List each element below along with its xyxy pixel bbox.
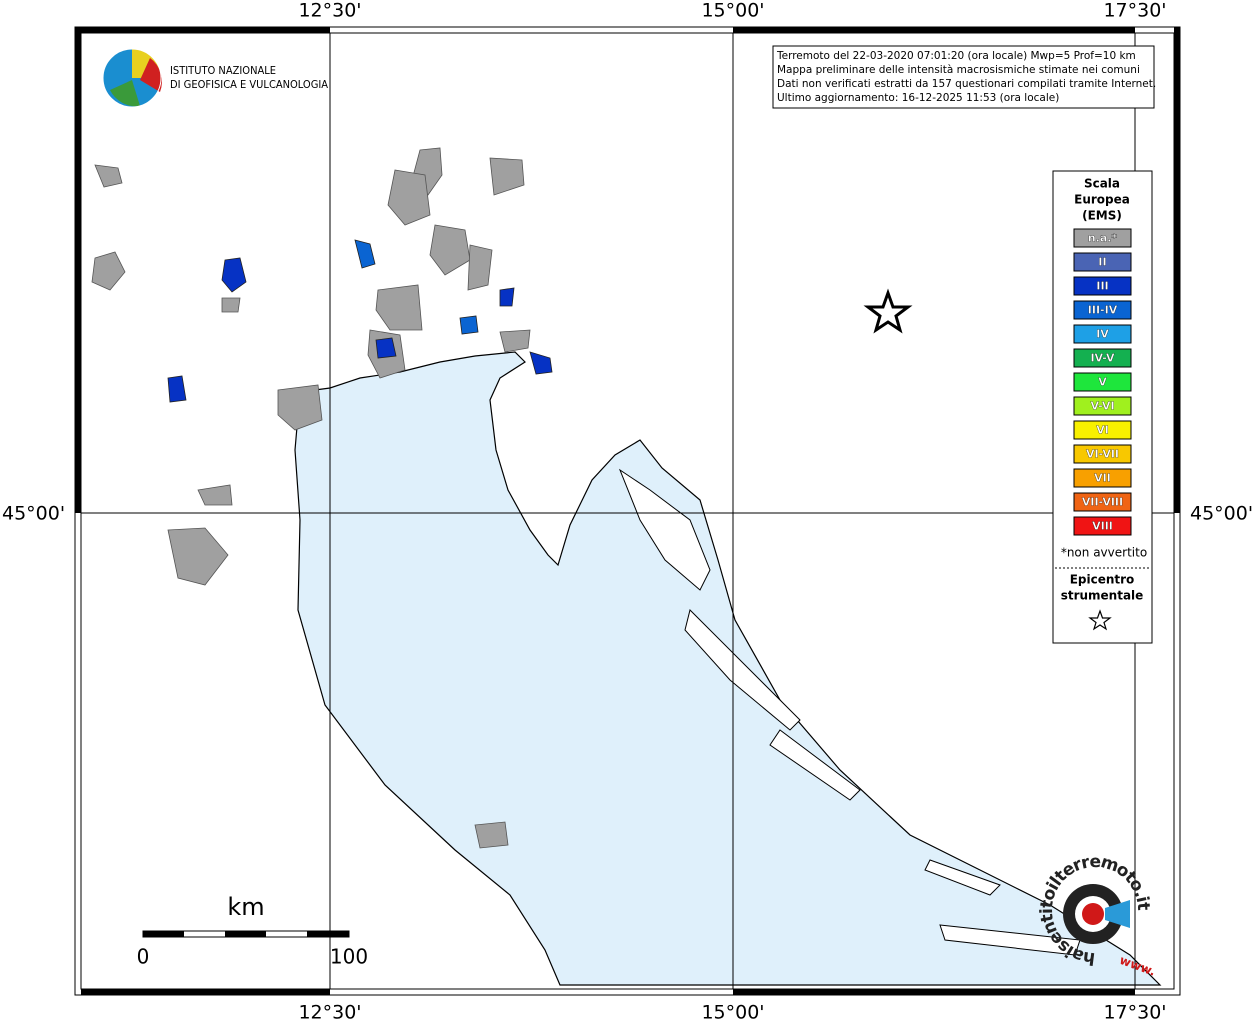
legend-title: (EMS) [1082, 209, 1122, 223]
legend-swatch [1073, 372, 1132, 392]
municipalities-iii [167, 257, 553, 403]
logo-text: ISTITUTO NAZIONALE [170, 64, 276, 77]
legend-note: *non avvertito [1061, 546, 1147, 560]
legend-epicenter: Epicentro [1070, 573, 1135, 587]
lon-label: 15°00' [701, 1002, 764, 1024]
frame-bars [75, 27, 1180, 995]
lon-label: 17°30' [1103, 0, 1166, 22]
legend-swatch [1073, 300, 1132, 320]
municipalities-iii-iv [354, 239, 479, 335]
legend-label: III-IV [1088, 304, 1118, 317]
scale-label: 0 [137, 945, 150, 969]
legend-swatch [1073, 228, 1132, 248]
legend-label: V-VI [1090, 400, 1114, 413]
legend-swatch [1073, 444, 1132, 464]
lon-label: 15°00' [701, 0, 764, 22]
info-line: Dati non verificati estratti da 157 ques… [777, 78, 1156, 90]
legend-label: VII [1094, 472, 1111, 485]
lon-label: 17°30' [1103, 1002, 1166, 1024]
legend-label: VII-VIII [1082, 496, 1123, 509]
graticule [81, 33, 1174, 989]
legend-label: VIII [1092, 520, 1113, 533]
watermark: haisentitoilterremoto.it www. [1037, 852, 1157, 979]
legend-title: Europea [1074, 193, 1130, 207]
lat-label: 45°00' [1190, 503, 1253, 525]
legend-swatch [1073, 276, 1132, 296]
legend-label: V [1098, 376, 1107, 389]
legend-swatch [1073, 348, 1132, 368]
logo: ISTITUTO NAZIONALE DI GEOFISICA E VULCAN… [102, 48, 328, 108]
info-text: Terremoto del 22-03-2020 07:01:20 (ora l… [776, 50, 1156, 104]
legend-swatch [1073, 516, 1132, 536]
legend-star [1088, 609, 1112, 631]
legend-title: Scala [1084, 177, 1120, 191]
legend-label: II [1098, 256, 1106, 269]
legend-label: n.a.* [1088, 232, 1118, 245]
legend: ScalaEuropea(EMS)n.a.*IIIIIIII-IVIVIV-VV… [1061, 177, 1147, 603]
info-line: Ultimo aggiornamento: 16-12-2025 11:53 (… [777, 92, 1059, 104]
scale-unit: km [227, 893, 264, 921]
lon-label: 12°30' [298, 0, 361, 22]
islands [618, 468, 1081, 956]
epicenter-star [863, 288, 913, 334]
legend-label: IV-V [1090, 352, 1115, 365]
info-box [772, 45, 1155, 109]
legend-epicenter: strumentale [1061, 589, 1144, 603]
legend-swatch [1073, 420, 1132, 440]
logo-text: DI GEOFISICA E VULCANOLOGIA [170, 78, 328, 91]
lat-label: 45°00' [2, 503, 65, 525]
scale-bar: km 0 100 [137, 893, 368, 969]
legend-label: III [1096, 280, 1108, 293]
legend-label: IV [1096, 328, 1109, 341]
legend-swatch [1073, 324, 1132, 344]
scale-label: 100 [330, 945, 368, 969]
legend-swatch [1073, 492, 1132, 512]
legend-swatch [1073, 252, 1132, 272]
legend-swatch [1073, 468, 1132, 488]
legend-label: VI-VII [1086, 448, 1119, 461]
info-line: Mappa preliminare delle intensità macros… [777, 64, 1140, 76]
info-line: Terremoto del 22-03-2020 07:01:20 (ora l… [776, 50, 1136, 62]
legend-label: VI [1096, 424, 1109, 437]
legend-swatch [1073, 396, 1132, 416]
lon-label: 12°30' [298, 1002, 361, 1024]
